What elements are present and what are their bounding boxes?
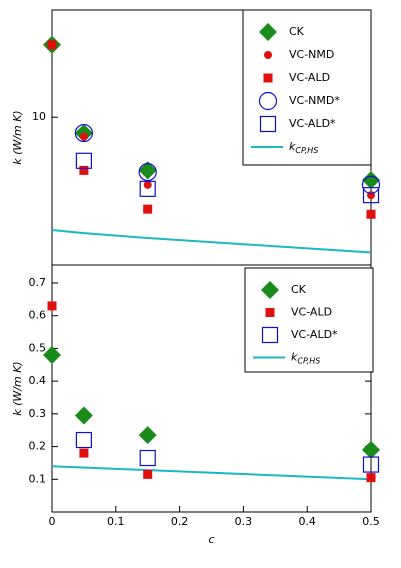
marker-diamond: [43, 345, 61, 364]
legend-name: VC-ALD: [289, 71, 330, 84]
marker-dot: [79, 132, 88, 141]
legend-label: VC-ALD: [289, 71, 330, 84]
x-tick-label: 0.5: [362, 515, 380, 528]
legend-name: k: [289, 140, 296, 153]
legend-subscript: CP,HS: [295, 146, 318, 155]
legend-subscript: CP,HS: [297, 356, 320, 365]
marker-diamond: [259, 23, 277, 41]
y-tick-label: 0.5: [29, 341, 47, 354]
series-line: [51, 228, 372, 254]
marker-box: [75, 152, 93, 169]
legend-name: VC-NMD*: [289, 94, 340, 107]
marker-ring: [74, 123, 94, 143]
marker-square: [143, 204, 153, 214]
y-axis-label: k (W/m K): [11, 110, 24, 164]
marker-ring: [361, 175, 381, 194]
marker-diamond: [362, 171, 380, 190]
x-tick-label: 0.2: [171, 515, 189, 528]
marker-square: [79, 448, 89, 458]
legend-label: VC-NMD*: [289, 94, 340, 107]
legend-name: VC-ALD*: [289, 117, 336, 130]
legend-box: [242, 9, 372, 166]
marker-diamond: [138, 426, 157, 445]
marker-box: [362, 456, 380, 473]
x-tick-label: 0.1: [107, 515, 125, 528]
marker-box: [139, 449, 156, 467]
marker-diamond: [261, 281, 279, 299]
marker-square: [265, 308, 275, 317]
legend-label: kCP,HS: [289, 140, 318, 155]
marker-diamond: [74, 406, 93, 425]
legend-label: VC-ALD: [291, 306, 332, 319]
marker-square: [366, 473, 376, 483]
legend-name: VC-ALD: [291, 306, 332, 319]
legend-name: VC-NMD: [289, 48, 334, 61]
y-tick-label: 0.3: [29, 407, 47, 420]
legend-label: VC-NMD: [289, 48, 334, 61]
marker-square: [79, 165, 89, 175]
series-line: [51, 465, 372, 481]
y-tick-label: 0.1: [29, 472, 47, 485]
y-tick-label: 0.6: [29, 309, 47, 322]
y-axis-label: k (W/m K): [11, 361, 24, 415]
marker-box: [261, 326, 279, 344]
x-tick-label: 0.3: [235, 515, 253, 528]
x-axis-label: c: [208, 533, 214, 546]
legend-name: CK: [291, 283, 307, 296]
marker-box: [75, 431, 93, 449]
marker-square: [263, 73, 273, 83]
legend-label: CK: [291, 283, 307, 296]
y-tick-label: 0.7: [29, 276, 47, 289]
marker-diamond: [138, 161, 157, 180]
marker-ring: [258, 91, 278, 111]
legend-label: kCP,HS: [291, 351, 320, 366]
legend-name: k: [291, 351, 298, 364]
marker-ring: [138, 162, 157, 182]
marker-box: [362, 187, 380, 204]
marker-diamond: [362, 440, 380, 459]
marker-square: [47, 301, 57, 311]
marker-square: [47, 40, 57, 50]
y-tick-label: 0.2: [29, 440, 47, 453]
marker-box: [139, 180, 156, 197]
marker-box: [259, 115, 277, 133]
legend-label: CK: [289, 25, 305, 38]
plot-frame: [51, 264, 372, 513]
legend-name: CK: [289, 25, 305, 38]
y-tick-label: 0.4: [29, 374, 47, 387]
x-tick-label: 0.4: [298, 515, 316, 528]
marker-dot: [264, 51, 272, 59]
marker-square: [366, 209, 376, 219]
legend-label: VC-ALD*: [291, 328, 338, 341]
legend-label: VC-ALD*: [289, 117, 336, 130]
legend-name: VC-ALD*: [291, 328, 338, 341]
marker-dot: [143, 180, 152, 189]
y-tick-label: 10: [32, 110, 46, 123]
x-tick-label: 0: [49, 515, 56, 528]
marker-square: [143, 469, 153, 479]
